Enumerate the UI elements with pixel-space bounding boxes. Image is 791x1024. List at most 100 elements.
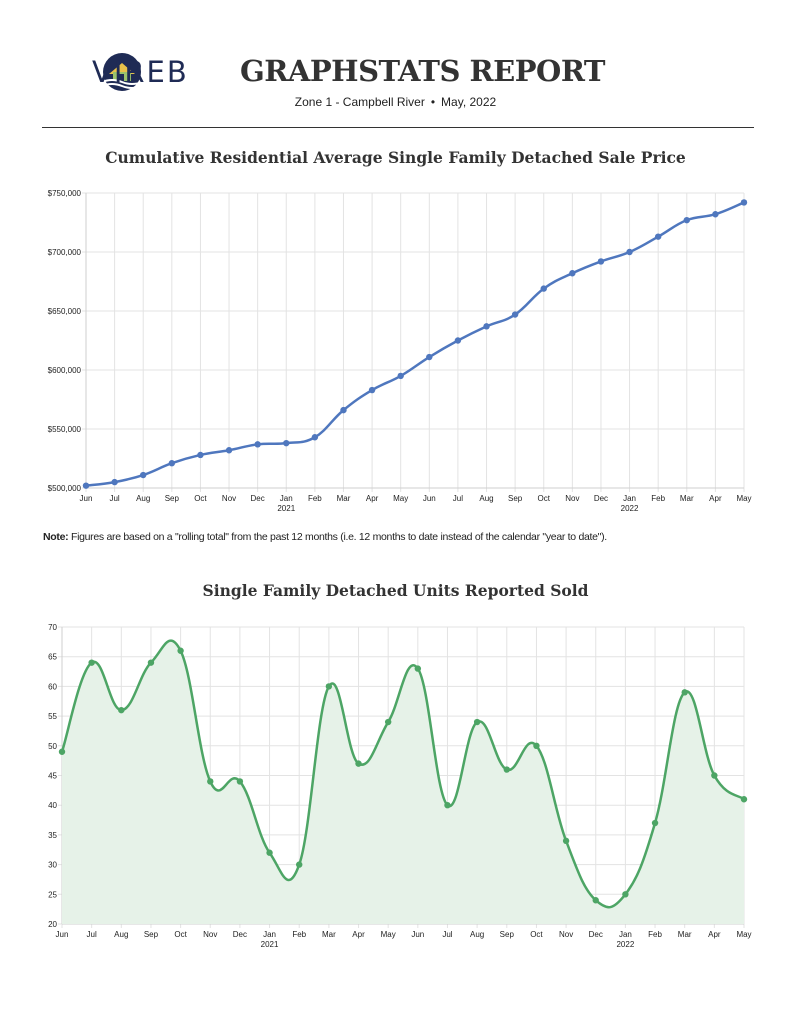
data-point	[626, 248, 633, 256]
x-tick-label: Jan	[623, 494, 636, 503]
x-tick-label: Mar	[337, 494, 351, 503]
y-tick-label: 65	[48, 653, 57, 662]
data-point	[740, 199, 748, 206]
data-point	[147, 659, 155, 666]
x-tick-label: Aug	[479, 494, 493, 503]
year-label: 2022	[616, 940, 634, 949]
data-point	[368, 386, 376, 394]
footnote: Note: Figures are based on a "rolling to…	[43, 531, 607, 543]
x-tick-label: Oct	[174, 930, 187, 939]
data-point	[283, 439, 290, 447]
data-point	[384, 718, 392, 726]
logo-text: VIREB	[92, 55, 189, 89]
x-tick-label: Aug	[114, 930, 128, 939]
x-tick-label: Feb	[651, 494, 665, 503]
price-chart-title: Cumulative Residential Average Single Fa…	[105, 148, 686, 167]
x-tick-label: Nov	[222, 494, 236, 503]
x-tick-label: Jan	[263, 930, 276, 939]
data-point	[236, 778, 244, 785]
data-point	[562, 837, 570, 845]
y-tick-label: 25	[48, 890, 57, 899]
x-tick-label: Jul	[87, 930, 97, 939]
x-tick-label: Feb	[292, 930, 306, 939]
data-point	[681, 689, 688, 696]
x-tick-label: Sep	[144, 930, 159, 939]
x-tick-label: Dec	[251, 494, 265, 503]
units-area-chart: 20 25 30 35 40 45 50 55 60 65 70 Jun Jul Aug Sep Oct Nov…	[48, 623, 751, 949]
data-point	[597, 258, 605, 265]
data-point	[168, 460, 176, 467]
y-tick-label: 55	[48, 712, 57, 721]
data-point	[414, 665, 422, 672]
y-tick-label: 60	[48, 682, 57, 691]
data-point	[177, 647, 184, 654]
x-tick-label: Nov	[559, 930, 573, 939]
x-tick-label: Sep	[165, 494, 180, 503]
y-tick-label: $650,000	[48, 307, 82, 316]
y-tick-label: 50	[48, 742, 57, 751]
data-point	[254, 441, 261, 448]
data-point	[533, 742, 540, 749]
data-point	[325, 683, 333, 690]
data-point	[340, 406, 347, 414]
x-tick-label: May	[393, 494, 408, 503]
data-point	[511, 311, 519, 318]
x-tick-label: Jun	[56, 930, 69, 939]
data-point	[540, 285, 547, 292]
data-point	[355, 760, 362, 767]
x-tick-label: Jun	[423, 494, 436, 503]
x-tick-label: Apr	[708, 930, 721, 939]
data-point	[118, 706, 125, 714]
x-tick-label: Aug	[470, 930, 484, 939]
data-point	[740, 796, 748, 803]
data-point	[82, 482, 90, 489]
x-tick-label: Nov	[565, 494, 579, 503]
data-point	[311, 434, 319, 441]
x-tick-label: Jun	[80, 494, 93, 503]
data-point	[503, 766, 510, 773]
x-tick-label: Apr	[352, 930, 365, 939]
y-tick-label: $500,000	[48, 484, 82, 493]
x-tick-label: Aug	[136, 494, 150, 503]
data-point	[651, 819, 659, 827]
data-point	[111, 478, 118, 486]
x-tick-label: May	[736, 930, 751, 939]
header-divider	[42, 127, 754, 128]
y-tick-label: 35	[48, 831, 57, 840]
data-point	[397, 372, 404, 380]
x-tick-label: May	[381, 930, 396, 939]
y-tick-label: $550,000	[48, 425, 82, 434]
y-tick-label: $700,000	[48, 248, 82, 257]
year-label: 2022	[621, 504, 639, 513]
data-point	[88, 659, 95, 666]
y-tick-label: $600,000	[48, 366, 82, 375]
x-tick-label: Oct	[538, 494, 551, 503]
x-tick-label: Jan	[619, 930, 632, 939]
data-point	[426, 353, 433, 361]
report-header: VIREB GRAPHSTATS REPORT Zone 1 - Campbel…	[0, 0, 791, 130]
x-tick-label: Apr	[709, 494, 722, 503]
x-tick-label: Apr	[366, 494, 379, 503]
y-tick-label: 70	[48, 623, 57, 632]
data-point	[140, 471, 147, 479]
data-point	[569, 270, 576, 277]
separator-dot: •	[430, 95, 436, 109]
x-tick-label: Oct	[530, 930, 543, 939]
data-point	[654, 233, 662, 240]
data-point	[473, 718, 481, 726]
zone-label: Zone 1 - Campbell River	[294, 95, 425, 109]
y-tick-label: 20	[48, 920, 57, 929]
data-point	[592, 897, 599, 904]
x-tick-label: Sep	[508, 494, 523, 503]
units-chart-title: Single Family Detached Units Reported So…	[202, 581, 589, 600]
year-label: 2021	[261, 940, 279, 949]
data-point	[454, 337, 462, 344]
x-tick-label: Jul	[442, 930, 452, 939]
x-tick-label: Feb	[648, 930, 662, 939]
area-fill	[62, 640, 744, 924]
y-tick-label: $750,000	[48, 189, 82, 198]
data-point	[712, 211, 719, 218]
x-tick-label: Jan	[280, 494, 293, 503]
price-line-chart: $500,000 $550,000 $600,000 $650,000 $700,000…	[48, 189, 752, 513]
x-tick-label: Oct	[194, 494, 207, 503]
